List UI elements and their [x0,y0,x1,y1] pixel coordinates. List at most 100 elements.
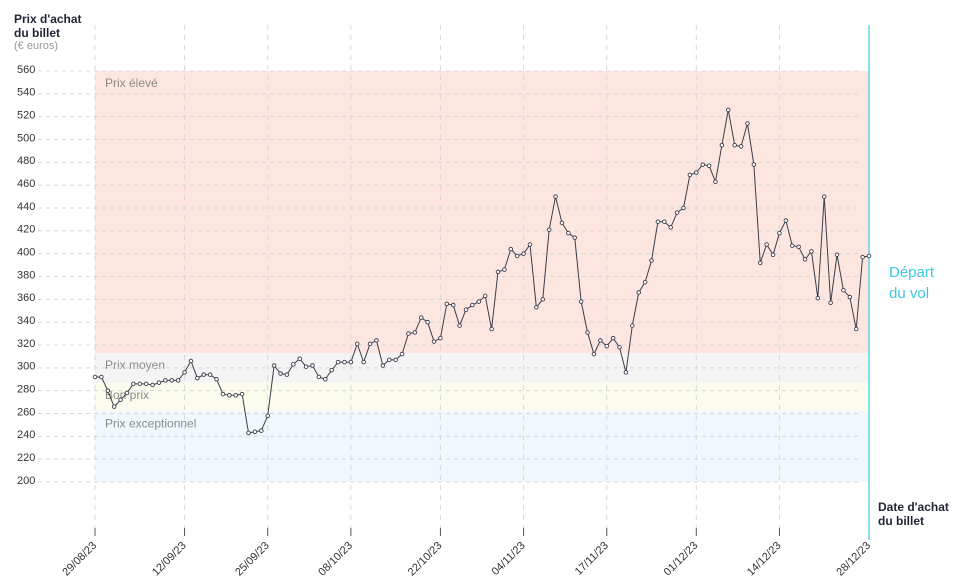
point [361,359,366,365]
point [252,429,258,435]
y-tick-label: 460 [17,178,35,190]
point [662,219,667,224]
point [527,242,533,247]
point [393,357,398,363]
x-tick-label: 12/09/23 [150,540,189,579]
point [809,249,814,254]
y-tick-label: 440 [17,201,35,213]
point [137,381,143,387]
y-tick-label: 220 [17,452,35,464]
point [598,338,603,343]
point [604,343,609,349]
point [630,323,635,328]
point [425,319,430,325]
point [227,392,232,398]
x-tick-label: 01/12/23 [662,540,701,579]
point [412,330,418,335]
point [482,293,488,299]
point [514,253,520,259]
point [303,364,309,369]
point [559,220,565,226]
price-band [95,382,869,412]
point [156,380,162,385]
point [374,338,379,343]
point [201,372,206,377]
y-tick-label: 260 [17,406,35,418]
point [386,357,392,363]
point [764,242,769,247]
point [681,205,686,211]
y-tick-label: 540 [17,87,35,99]
point [502,267,507,272]
x-tick-label: 29/08/23 [60,540,99,579]
point [495,269,501,275]
y-tick-label: 300 [17,361,35,373]
point [450,302,456,308]
point [783,218,789,223]
point [866,253,872,259]
point [636,290,641,295]
point [214,377,219,382]
point [259,428,264,433]
point [777,230,782,236]
point [566,230,571,236]
point [687,172,693,178]
point [406,331,411,336]
point [828,300,833,306]
point [457,323,462,328]
point [131,381,136,387]
point [124,390,130,396]
point [585,330,590,335]
point [182,370,187,375]
point [789,243,795,248]
point [329,367,334,373]
point [92,374,98,380]
point [732,142,737,148]
point [553,194,558,199]
point [489,326,494,332]
point [815,295,821,301]
point [745,121,750,126]
point [418,315,424,320]
point [323,377,328,382]
point [284,372,290,377]
point [175,378,181,383]
x-tick-label: 22/10/23 [406,540,445,579]
point [399,351,405,357]
point [233,392,238,398]
y-axis-unit: (€ euros) [14,40,59,52]
band-label: Prix exceptionnel [105,416,196,430]
point [111,404,117,409]
point [668,225,673,230]
point [278,371,283,376]
y-axis-title: Prix d'achat du billet [14,12,82,40]
y-tick-label: 360 [17,292,35,304]
x-tick-label: 08/10/23 [316,540,355,579]
point [700,162,705,167]
point [150,382,155,388]
y-tick-label: 520 [17,110,35,122]
x-tick-label: 17/11/23 [573,540,611,578]
x-axis-title: Date d'achat du billet [878,500,949,528]
point [706,163,712,169]
point [291,362,296,367]
y-tick-label: 200 [17,475,35,487]
y-tick-label: 560 [17,64,35,76]
point [188,358,194,364]
point [367,341,373,347]
x-tick-label: 14/12/23 [745,540,784,579]
point [118,397,123,403]
x-tick-label: 28/12/23 [834,540,873,579]
point [380,363,386,368]
point [265,413,270,419]
point [617,345,622,350]
point [220,391,226,397]
point [271,363,277,368]
point [297,356,302,361]
point [195,375,200,381]
point [546,227,552,232]
point [841,287,846,293]
y-tick-label: 420 [17,224,35,236]
point [169,378,175,383]
